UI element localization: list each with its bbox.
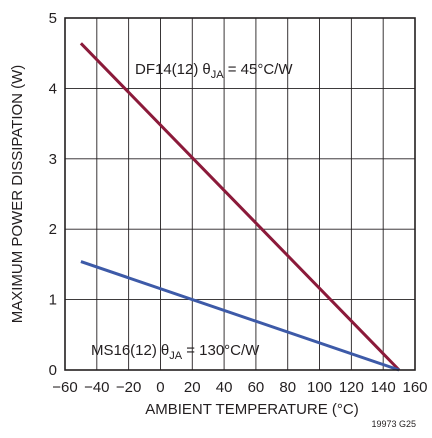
x-tick-label: 60 <box>248 379 265 396</box>
x-tick-label: 140 <box>371 379 396 396</box>
ms16-annotation: MS16(12) θJA = 130°C/W <box>91 342 260 362</box>
series-line-ms16 <box>80 260 400 372</box>
y-tick-label: 4 <box>49 80 57 97</box>
figure-id: 19973 G25 <box>371 419 416 429</box>
y-tick-label: 3 <box>49 151 57 168</box>
x-tick-label: 160 <box>402 379 427 396</box>
y-axis-ticks: 0 1 2 3 4 5 <box>49 10 57 379</box>
y-tick-label: 2 <box>49 221 57 238</box>
df14-value: = 45°C/W <box>224 61 294 78</box>
ms16-value: = 130°C/W <box>182 342 260 359</box>
grid <box>65 18 415 370</box>
y-axis-title: MAXIMUM POWER DISSIPATION (W) <box>9 65 26 324</box>
y-tick-label: 0 <box>49 362 57 379</box>
df14-annotation: DF14(12) θJA = 45°C/W <box>135 61 293 81</box>
plot-frame <box>64 17 416 371</box>
x-tick-label: −40 <box>84 379 109 396</box>
x-tick-label: 120 <box>339 379 364 396</box>
x-tick-label: 20 <box>184 379 201 396</box>
y-tick-label: 1 <box>49 292 57 309</box>
x-tick-label: 0 <box>156 379 164 396</box>
ms16-label: MS16(12) <box>91 342 157 359</box>
plot-border <box>64 17 416 371</box>
x-tick-label: 100 <box>307 379 332 396</box>
theta-symbol: θ <box>161 342 169 359</box>
x-tick-label: −60 <box>52 379 77 396</box>
theta-subscript: JA <box>169 350 183 362</box>
x-axis-ticks: −60 −40 −20 0 20 40 60 80 100 120 140 160 <box>52 379 427 396</box>
theta-subscript: JA <box>211 69 225 81</box>
series-line-df14 <box>79 42 401 372</box>
theta-symbol: θ <box>202 61 210 78</box>
x-axis-title: AMBIENT TEMPERATURE (°C) <box>145 401 359 418</box>
df14-label: DF14(12) <box>135 61 198 78</box>
x-tick-label: 80 <box>279 379 296 396</box>
series-lines <box>79 42 401 372</box>
x-tick-label: −20 <box>116 379 141 396</box>
x-tick-label: 40 <box>216 379 233 396</box>
y-tick-label: 5 <box>49 10 57 27</box>
